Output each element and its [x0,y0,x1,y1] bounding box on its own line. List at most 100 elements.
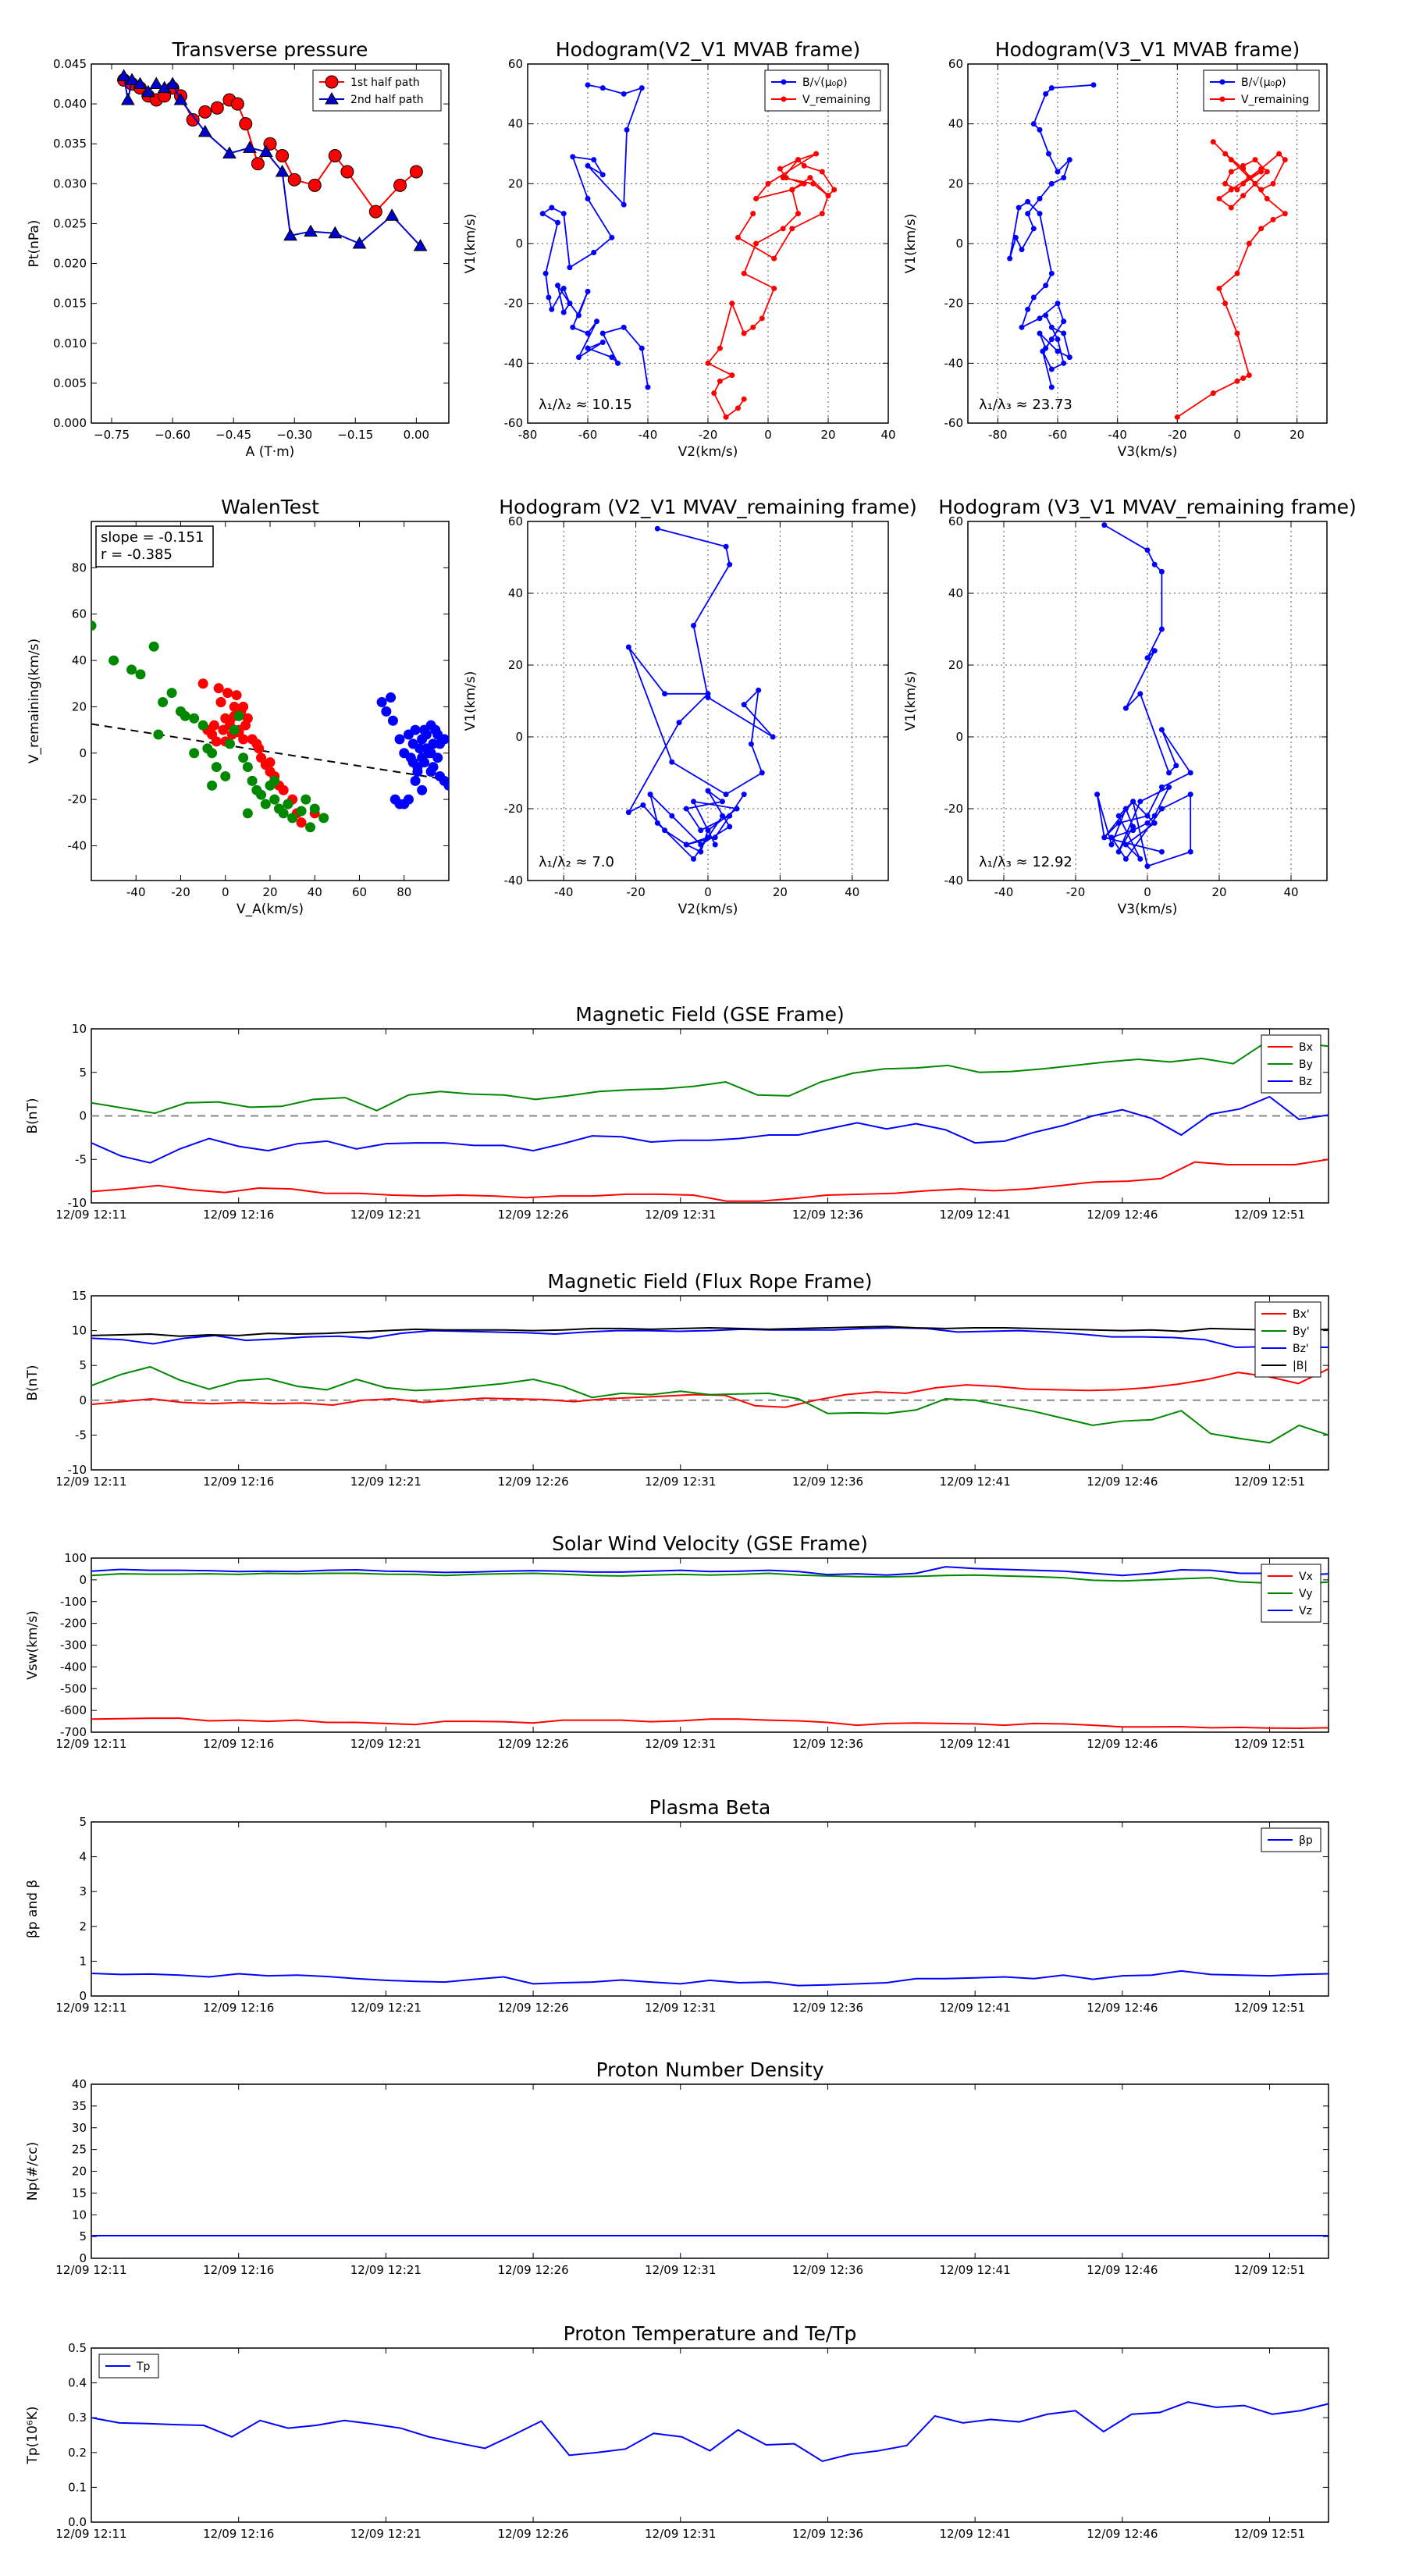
data-point [409,165,423,179]
data-point [283,228,297,241]
data-point [1048,384,1055,390]
x-tick-label: -40 [1108,428,1127,442]
x-tick-label: 12/09 12:36 [792,2527,863,2541]
legend-label: Tp [136,2361,151,2373]
data-point [1122,806,1129,812]
data-point [753,196,759,201]
legend-label: Vx [1299,1571,1313,1583]
data-point [676,720,682,726]
data-point [251,157,265,171]
x-tick-label: -40 [994,885,1014,899]
x-tick-label: 12/09 12:16 [203,1737,274,1751]
legend: B/√(μ₀ρ) V_remaining [1203,69,1320,112]
data-point [591,157,597,163]
plot-frame [91,1295,1329,1471]
y-axis-label: B(nT) [25,1364,41,1400]
y-axis-label: Tp(10⁶K) [25,2406,41,2464]
data-point [1264,196,1270,201]
x-tick-label: 12/09 12:41 [940,1208,1011,1222]
data-point [719,799,725,805]
legend: Tp [98,2354,159,2379]
data-point [328,149,342,163]
chart-title: Hodogram (V3_V1 MVAV_remaining frame) [938,496,1357,518]
data-point [425,748,436,759]
y-tick-label: 0.0 [68,2515,87,2529]
data-point [394,734,405,745]
data-point [795,211,801,217]
y-tick-label: 40 [72,653,87,667]
x-tick-label: 0 [222,885,229,899]
chart-title: WalenTest [221,496,319,518]
y-tick-label: 80 [72,560,87,575]
x-axis-label: V2(km/s) [678,902,738,917]
x-tick-label: 12/09 12:21 [350,2527,422,2541]
data-point [1240,193,1247,199]
x-tick-label: 12/09 12:16 [203,1208,274,1222]
data-point [1055,336,1061,343]
series-line-series [1096,524,1192,867]
data-point [638,85,645,91]
series-line-Bx [91,1158,1329,1202]
data-point [1012,234,1019,240]
x-tick-label: −0.45 [215,428,251,442]
eigenvalue-ratio-annotation: λ₁/λ₂ ≈ 7.0 [539,854,614,870]
data-point [1158,849,1165,855]
x-tick-label: 40 [845,885,859,899]
data-point [238,701,249,712]
data-point [638,345,645,351]
data-point [278,808,289,819]
data-point [1019,247,1025,253]
data-point [691,856,697,862]
data-point [211,736,222,747]
x-tick-label: 20 [773,885,788,899]
y-tick-label: -20 [504,297,524,311]
data-point [126,664,137,675]
data-point [389,794,400,805]
data-point [1055,301,1061,307]
y-tick-label: 0 [515,237,523,251]
legend-label: By' [1293,1325,1310,1338]
eigenvalue-ratio-annotation: λ₁/λ₂ ≈ 10.15 [539,397,632,413]
data-point [727,813,733,819]
data-point [220,770,231,781]
data-point [741,330,747,336]
legend-label: B/√(μ₀ρ) [802,76,848,89]
legend-box [764,69,881,112]
x-tick-label: 12/09 12:21 [350,1737,422,1751]
y-tick-label: 10 [72,2208,87,2222]
chart-transverse_pressure: −0.75 −0.60 −0.45 −0.30 −0.15 0.00 0.000 0.005 0… [27,38,450,460]
data-point [546,294,552,301]
legend: Bx' By' Bz' |B| [1254,1301,1321,1378]
data-point [777,165,783,172]
stats-text: r = -0.385 [101,546,173,563]
data-point [239,117,253,131]
x-tick-label: 12/09 12:41 [940,2527,1011,2541]
x-tick-label: 12/09 12:31 [645,2263,716,2277]
y-tick-label: 0.1 [68,2480,87,2494]
y-tick-label: 0 [79,2251,87,2265]
legend-marker [325,91,339,105]
data-point [213,683,224,694]
data-point [1276,151,1282,157]
plot-area [116,69,428,251]
data-point [640,802,646,808]
y-tick-label: 60 [508,514,523,528]
data-point [1061,330,1067,336]
data-point [789,187,795,193]
data-point [1282,157,1288,163]
data-point [276,149,290,163]
data-point [1094,792,1101,798]
x-tick-label: 12/09 12:51 [1234,2001,1305,2015]
y-axis-label: V1(km/s) [903,214,919,274]
data-point [1234,270,1240,276]
data-point [1115,820,1122,826]
data-point [1048,366,1055,372]
data-point [1030,294,1037,301]
data-point [1043,283,1049,289]
data-point [585,162,591,169]
data-point [599,172,606,178]
y-tick-label: 40 [508,586,523,600]
x-tick-label: 12/09 12:41 [940,1475,1011,1489]
legend-label: Bx' [1293,1308,1310,1321]
y-tick-label: -60 [944,416,964,430]
